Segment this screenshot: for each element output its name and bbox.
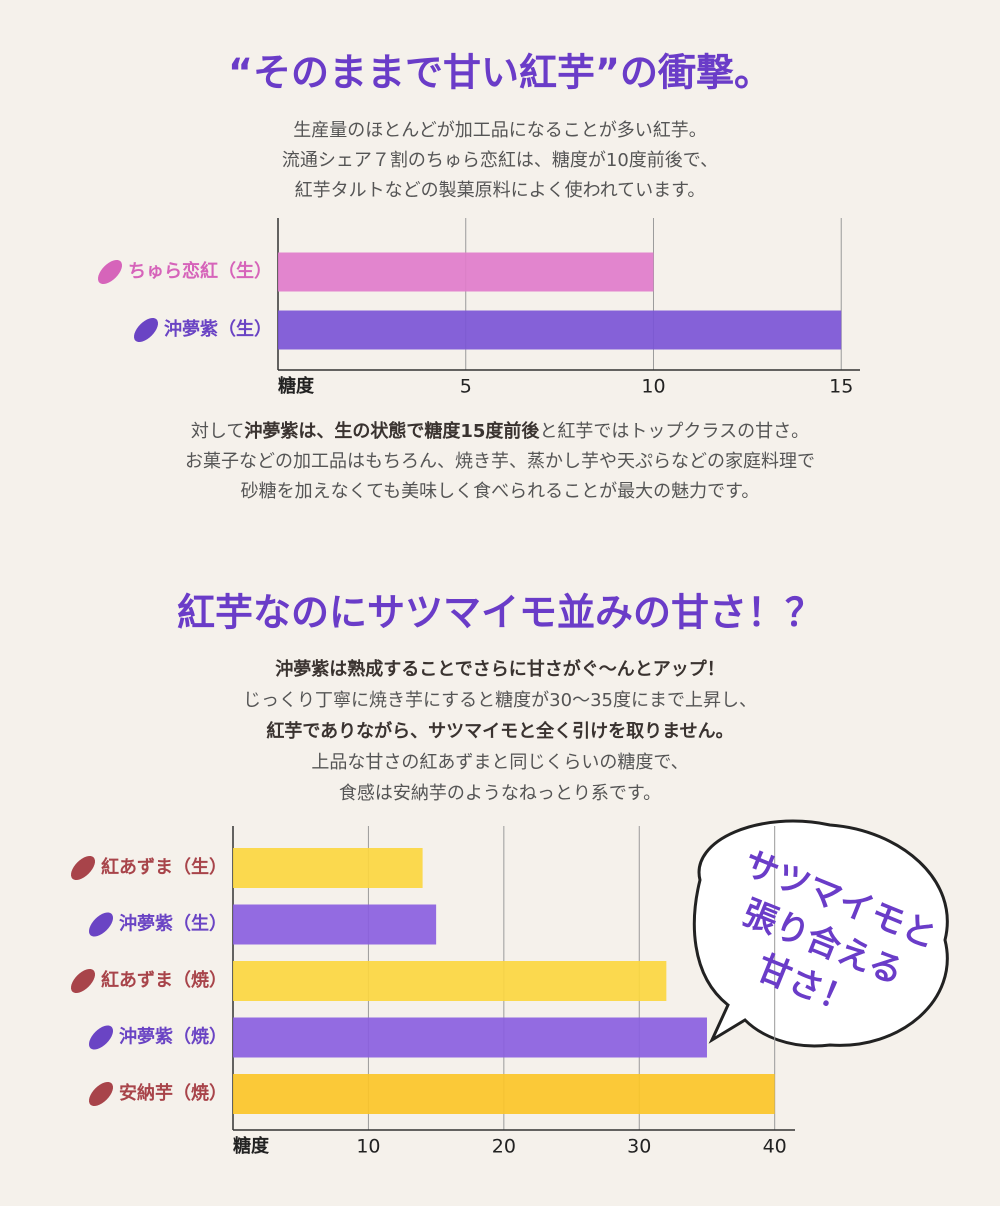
paragraph-line: 紅芋でありながら、サツマイモと全く引けを取りません。 — [266, 720, 733, 742]
paragraph-line: 砂糖を加えなくても美味しく食べられることが最大の魅力です。 — [241, 481, 760, 502]
potato-icon — [70, 968, 96, 994]
paragraph-line: 生産量のほとんどが加工品になることが多い紅芋。 — [293, 120, 706, 141]
category-label: 紅あずま（生） — [101, 856, 227, 878]
category-label: ちゅら恋紅（生） — [128, 260, 272, 282]
category-label: 沖夢紫（生） — [119, 913, 227, 935]
bar — [233, 961, 667, 1001]
bar — [233, 904, 437, 945]
paragraph-line: 沖夢紫は熟成することでさらに甘さがぐ〜んとアップ！ — [275, 658, 724, 680]
potato-icon — [133, 317, 159, 343]
bold-text: 紅芋でありながら、サツマイモと全く引けを取りません。 — [266, 720, 733, 742]
potato-icon — [97, 259, 123, 285]
x-tick-label: 5 — [460, 376, 472, 398]
paragraph-line: お菓子などの加工品はもちろん、焼き芋、蒸かし芋や天ぷらなどの家庭料理で — [185, 451, 815, 472]
x-tick-label: 20 — [492, 1136, 516, 1158]
section-title: “そのままで甘い紅芋”の衝撃。 — [228, 51, 772, 95]
bar — [278, 310, 842, 350]
paragraph-line: 流通シェア７割のちゅら恋紅は、糖度が10度前後で、 — [282, 149, 718, 171]
bar — [233, 1017, 707, 1058]
bar — [233, 1074, 775, 1114]
potato-icon — [70, 855, 96, 881]
text-span: と紅芋ではトップクラスの甘さ。 — [539, 421, 809, 442]
bar — [233, 848, 423, 888]
text-span: 対して — [191, 421, 244, 442]
x-tick-label: 40 — [763, 1136, 787, 1158]
category-label: 安納芋（焼） — [119, 1082, 227, 1104]
bold-text: 沖夢紫は熟成することでさらに甘さがぐ〜んとアップ！ — [275, 658, 724, 680]
bar — [278, 252, 654, 292]
x-tick-label: 10 — [641, 376, 665, 398]
paragraph-line: じっくり丁寧に焼き芋にすると糖度が30〜35度にまで上昇し、 — [243, 690, 757, 711]
x-tick-label: 15 — [829, 376, 853, 398]
potato-icon — [88, 1081, 114, 1107]
x-tick-label: 30 — [627, 1136, 651, 1158]
x-axis-label: 糖度 — [233, 1135, 270, 1157]
x-axis-label: 糖度 — [278, 375, 315, 397]
paragraph-line: 対して沖夢紫は、生の状態で糖度15度前後と紅芋ではトップクラスの甘さ。 — [191, 420, 809, 442]
category-label: 沖夢紫（生） — [164, 318, 272, 340]
potato-icon — [88, 1025, 114, 1050]
paragraph-line: 上品な甘さの紅あずまと同じくらいの糖度で、 — [311, 752, 688, 773]
category-label: 紅あずま（焼） — [101, 969, 227, 991]
x-tick-label: 10 — [356, 1136, 380, 1158]
potato-icon — [88, 912, 114, 937]
paragraph-line: 紅芋タルトなどの製菓原料によく使われています。 — [295, 180, 706, 201]
paragraph-line: 食感は安納芋のようなねっとり系です。 — [339, 783, 661, 804]
category-label: 沖夢紫（焼） — [119, 1026, 227, 1048]
bold-text: 沖夢紫は、生の状態で糖度15度前後 — [244, 420, 540, 442]
section-title: 紅芋なのにサツマイモ並みの甘さ！？ — [177, 591, 823, 635]
speech-bubble — [692, 819, 949, 1048]
